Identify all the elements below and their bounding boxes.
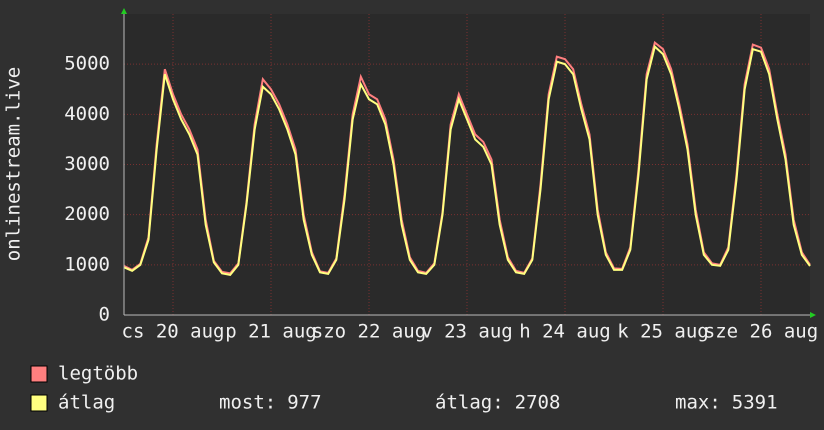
x-tick-label: h 24 aug bbox=[519, 321, 611, 343]
stat-value: 2708 bbox=[515, 392, 561, 414]
stat-label: most: bbox=[219, 392, 276, 414]
arrow bbox=[121, 8, 127, 14]
arrow bbox=[810, 312, 816, 318]
x-tick-label: cs 20 aug bbox=[122, 321, 225, 343]
stat-value: 5391 bbox=[732, 392, 778, 414]
x-tick-label: k 25 aug bbox=[617, 321, 709, 343]
x-tick-label: szo 22 aug bbox=[312, 321, 426, 343]
legend-swatch bbox=[30, 394, 48, 412]
y-tick-label: 0 bbox=[99, 304, 110, 326]
stat-label: átlag: bbox=[435, 392, 504, 414]
y-tick-label: 2000 bbox=[64, 203, 110, 225]
legend-label: átlag bbox=[58, 392, 115, 414]
y-axis-label: onlinestream.live bbox=[3, 67, 25, 261]
x-tick-label: p 21 aug bbox=[225, 321, 317, 343]
x-tick-label: v 23 aug bbox=[421, 321, 513, 343]
legend-label: legtöbb bbox=[58, 363, 138, 385]
y-tick-label: 3000 bbox=[64, 153, 110, 175]
marks bbox=[123, 40, 811, 276]
y-tick-label: 5000 bbox=[64, 53, 110, 75]
x-tick-label: sze 26 aug bbox=[704, 321, 818, 343]
y-tick-label: 1000 bbox=[64, 253, 110, 275]
stat-value: 977 bbox=[287, 392, 321, 414]
line bbox=[123, 44, 811, 276]
legend-swatch bbox=[30, 365, 48, 383]
y-tick-label: 4000 bbox=[64, 103, 110, 125]
legend: legtöbb átlag most: 977 átlag: 2708 max: 5391 bbox=[30, 363, 778, 414]
stat-label: max: bbox=[675, 392, 721, 414]
